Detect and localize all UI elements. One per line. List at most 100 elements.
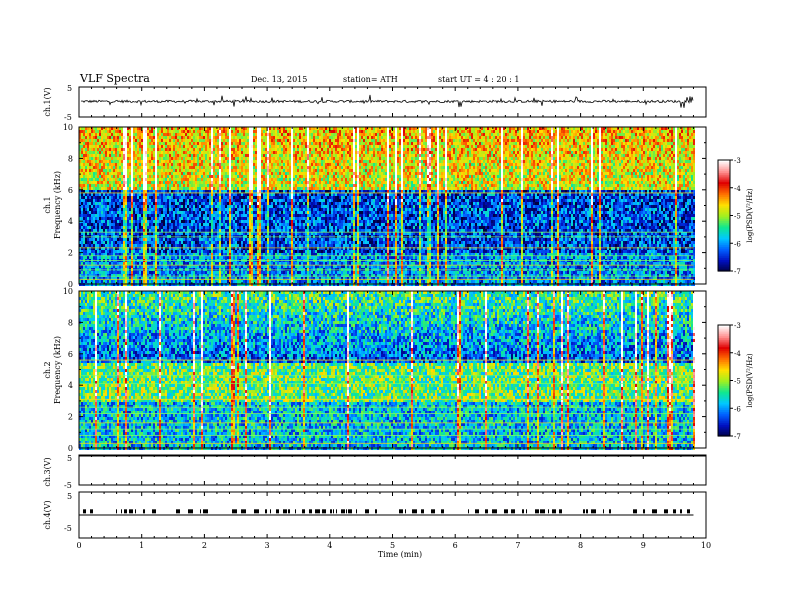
colorbar-tick-label: -4 [734, 350, 741, 358]
ch4-pulse-mark [143, 509, 145, 513]
station-label: station= ATH [343, 75, 398, 84]
frequency-tick-label: 8 [68, 318, 73, 327]
x-tick-label: 10 [701, 541, 711, 550]
colorbar-label: log(PSD(V²/Hz) [746, 353, 754, 408]
ch4-pulse-mark [522, 509, 524, 513]
ch4-pulse-mark [295, 509, 296, 513]
ch4-pulse-mark [643, 509, 645, 513]
ch4-waveform-panel: 5 -5 ch.4(V) [43, 492, 706, 538]
colorbar-tick-label: -7 [734, 433, 741, 441]
ch4-pulse-mark [341, 509, 345, 513]
ch4-pulse-mark [535, 509, 539, 513]
frequency-tick-label: 2 [68, 249, 73, 258]
ch4-pulse-mark [188, 509, 193, 513]
ch4-pulse-mark [673, 509, 676, 513]
ch1-ytick-bottom: -5 [64, 113, 72, 122]
ch1-ylabel: ch.1(V) [43, 87, 52, 116]
ch4-pulse-mark [405, 509, 406, 513]
ch4-ylabel: ch.4(V) [43, 500, 52, 529]
ch4-ytick-top: 5 [67, 492, 72, 501]
ch4-pulse-mark [135, 509, 136, 513]
ch4-pulse-mark [333, 509, 334, 513]
x-axis-label: Time (min) [378, 550, 422, 559]
ch4-pulse-mark [322, 509, 326, 513]
ch2-channel-label: ch.2 [43, 361, 52, 378]
ch4-pulse-mark [492, 509, 497, 513]
colorbar-tick-label: -3 [734, 322, 741, 330]
date-label: Dec. 13, 2015 [251, 75, 307, 84]
ch4-pulse-mark [609, 509, 611, 513]
frequency-tick-label: 10 [63, 287, 73, 296]
frequency-tick-label: 0 [68, 444, 73, 453]
frequency-tick-label: 6 [68, 186, 73, 195]
ch4-pulse-mark [421, 509, 424, 513]
ch2-spectrogram-image [79, 291, 695, 450]
x-tick-label: 8 [578, 541, 583, 550]
frequency-tick-label: 2 [68, 413, 73, 422]
ch4-pulse-mark [552, 509, 556, 513]
ch4-pulse-mark [441, 509, 444, 513]
ch4-pulse-mark [121, 509, 122, 513]
ch4-pulse-mark [511, 509, 515, 513]
colorbar-label: log(PSD(V²/Hz) [746, 188, 754, 243]
ch4-pulse-mark [399, 509, 403, 513]
ch4-pulse-mark [485, 509, 488, 513]
ch4-pulse-mark [276, 509, 279, 513]
ch1-waveform-line [81, 95, 693, 108]
ch2-frequency-axis-label: Frequency (kHz) [53, 336, 62, 404]
ch4-pulse-mark [336, 509, 337, 513]
ch3-ylabel: ch.3(V) [43, 457, 52, 486]
ch4-pulse-mark [283, 509, 287, 513]
ch4-pulse-mark [559, 509, 562, 513]
ch4-pulse-mark [241, 509, 246, 513]
ch4-pulse-mark [375, 509, 377, 513]
ch4-pulse-mark [603, 509, 604, 513]
frequency-tick-label: 10 [63, 123, 73, 132]
ch4-pulse-mark [468, 509, 469, 513]
ch3-waveform-frame [79, 455, 706, 485]
ch4-pulse-mark [365, 509, 369, 513]
ch4-pulse-mark [680, 509, 682, 513]
ch4-pulse-mark [664, 509, 668, 513]
x-tick-label: 7 [515, 541, 520, 550]
vlf-spectra-figure: VLF Spectra Dec. 13, 2015 station= ATH s… [0, 0, 792, 612]
colorbar-tick-label: -4 [734, 185, 741, 193]
x-tick-label: 1 [139, 541, 144, 550]
ch4-pulse-mark [583, 509, 585, 513]
ch4-pulse-mark [176, 509, 180, 513]
ch4-pulse-mark [232, 509, 237, 513]
ch1-channel-label: ch.1 [43, 196, 52, 213]
ch4-pulse-mark [270, 509, 271, 513]
ch4-pulse-mark [475, 509, 479, 513]
ch4-pulse-mark [346, 509, 347, 513]
ch4-pulse-mark [330, 509, 332, 513]
ch4-pulse-mark [687, 509, 690, 513]
x-tick-label: 2 [202, 541, 207, 550]
ch1-frequency-axis-label: Frequency (kHz) [53, 171, 62, 239]
ch4-pulse-mark [129, 509, 133, 513]
ch4-pulse-mark [548, 509, 549, 513]
ch4-pulse-mark [265, 509, 267, 513]
ch4-pulse-mark [309, 509, 312, 513]
ch4-pulse-mark [302, 509, 305, 513]
ch4-pulse-mark [652, 509, 657, 513]
ch4-pulse-mark [116, 509, 117, 513]
ch4-pulse-mark [633, 509, 637, 513]
ch4-pulse-mark [526, 509, 527, 513]
ch1-spectrogram-image [79, 127, 695, 286]
ch4-pulse-marks [83, 509, 690, 513]
ch4-pulse-mark [591, 509, 596, 513]
colorbar-tick-label: -5 [734, 378, 741, 386]
ch4-pulse-mark [540, 509, 545, 513]
ch4-pulse-mark [315, 509, 320, 513]
ch3-ytick-top: 5 [67, 454, 72, 463]
colorbar-tick-label: -3 [734, 157, 741, 165]
x-tick-label: 0 [76, 541, 81, 550]
x-tick-label: 6 [453, 541, 458, 550]
x-tick-label: 5 [390, 541, 395, 550]
ch4-pulse-mark [348, 509, 352, 513]
